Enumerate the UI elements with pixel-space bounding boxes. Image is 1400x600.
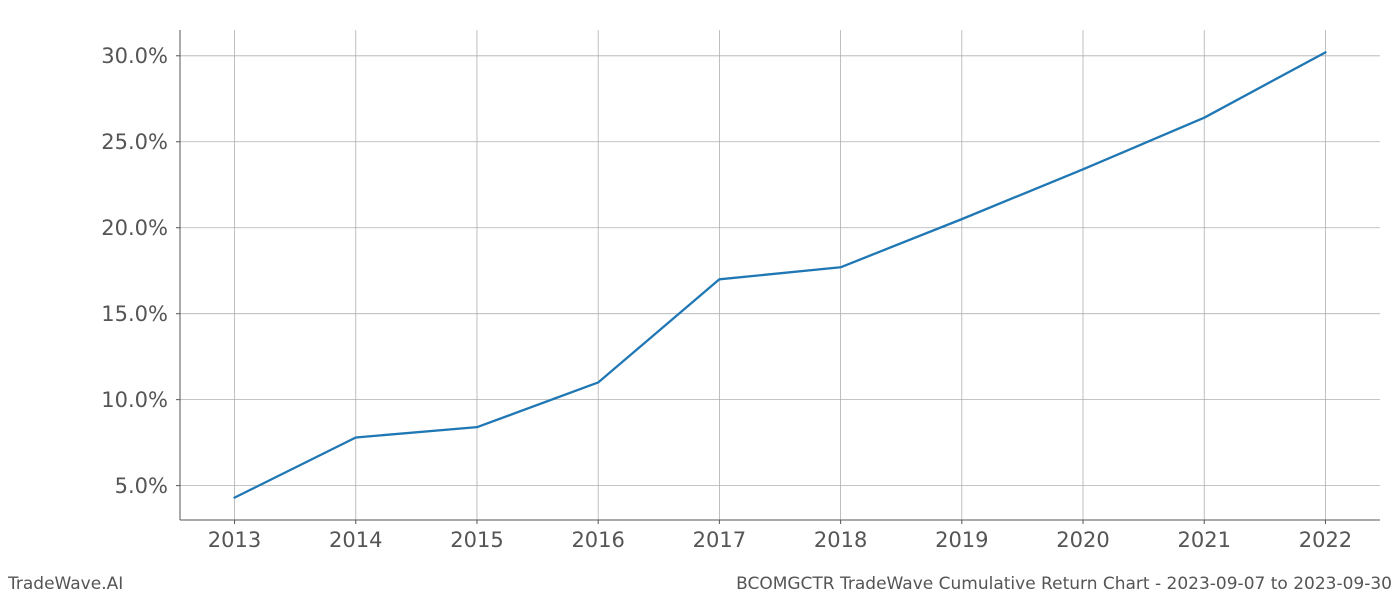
x-tick-label: 2021 bbox=[1178, 528, 1231, 552]
x-tick-label: 2022 bbox=[1299, 528, 1352, 552]
x-tick-label: 2020 bbox=[1056, 528, 1109, 552]
x-tick-label: 2019 bbox=[935, 528, 988, 552]
y-tick-label: 15.0% bbox=[101, 302, 168, 326]
footer-left-label: TradeWave.AI bbox=[8, 574, 123, 594]
y-tick-label: 25.0% bbox=[101, 130, 168, 154]
x-tick-label: 2018 bbox=[814, 528, 867, 552]
chart-container: 2013 2014 2015 2016 2017 2018 2019 2020 2021 2022… bbox=[0, 0, 1400, 600]
footer-right-label: BCOMGCTR TradeWave Cumulative Return Cha… bbox=[736, 574, 1392, 594]
y-tick-label: 10.0% bbox=[101, 388, 168, 412]
x-tick-label: 2015 bbox=[450, 528, 503, 552]
x-tick-label: 2013 bbox=[208, 528, 261, 552]
y-tick-label: 20.0% bbox=[101, 216, 168, 240]
x-tick-label: 2016 bbox=[571, 528, 624, 552]
x-tick-label: 2017 bbox=[693, 528, 746, 552]
x-tick-label: 2014 bbox=[329, 528, 382, 552]
line-chart bbox=[0, 0, 1400, 600]
y-tick-label: 30.0% bbox=[101, 44, 168, 68]
y-tick-label: 5.0% bbox=[115, 474, 168, 498]
